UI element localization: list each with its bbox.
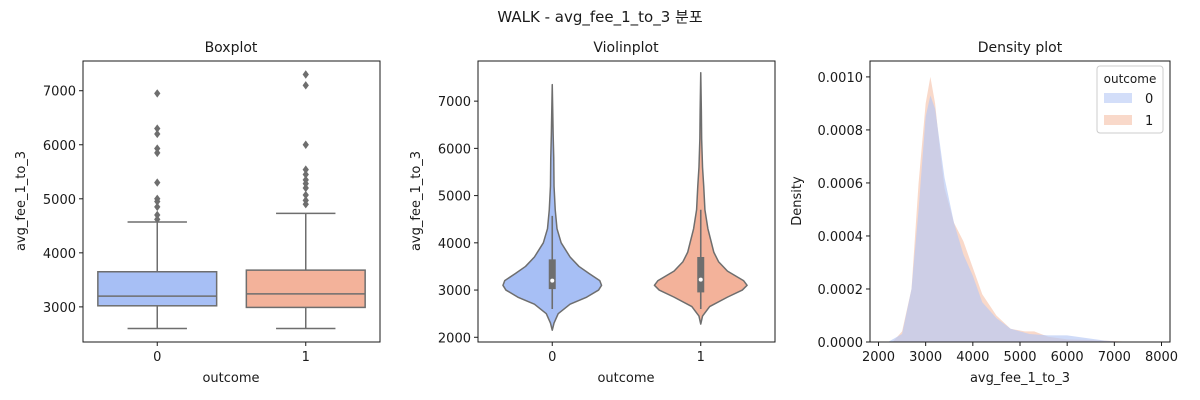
x-tick-label: 2000 bbox=[862, 350, 895, 365]
y-tick-label: 2000 bbox=[438, 331, 471, 346]
x-tick-label: 6000 bbox=[1051, 350, 1084, 365]
boxplot-frame bbox=[82, 60, 381, 343]
box-outlier bbox=[154, 124, 161, 133]
y-tick-label: 7000 bbox=[43, 85, 76, 100]
y-tick-label: 3000 bbox=[438, 284, 471, 299]
density-ylabel: Density bbox=[790, 176, 805, 226]
y-tick-label: 0.0006 bbox=[818, 177, 864, 192]
density-xlabel: avg_fee_1_to_3 bbox=[970, 371, 1070, 386]
y-tick-label: 0.0002 bbox=[818, 283, 864, 298]
violinplot-title: Violinplot bbox=[593, 40, 659, 56]
y-tick-label: 0.0000 bbox=[818, 336, 864, 351]
violin-body bbox=[653, 72, 748, 325]
box-body bbox=[97, 271, 218, 307]
violinplot-frame bbox=[477, 60, 776, 343]
figure-title: WALK - avg_fee_1_to_3 분포 bbox=[497, 8, 702, 27]
box-outlier bbox=[154, 210, 161, 220]
boxplot-ylabel: avg_fee_1_to_3 bbox=[14, 151, 29, 251]
violin-body bbox=[502, 83, 603, 331]
y-tick-label: 0.0010 bbox=[818, 71, 864, 86]
y-tick-label: 0.0008 bbox=[818, 124, 864, 139]
y-tick-label: 3000 bbox=[43, 301, 76, 316]
box-outlier bbox=[302, 190, 309, 200]
box-body bbox=[245, 269, 366, 309]
box-outlier bbox=[302, 165, 309, 174]
box-outlier bbox=[154, 129, 161, 139]
box-outlier bbox=[154, 148, 161, 158]
density-frame bbox=[869, 60, 1171, 343]
box-outlier bbox=[154, 202, 161, 212]
legend-label-1: 1 bbox=[1145, 114, 1153, 129]
violin-median bbox=[550, 278, 555, 283]
x-tick-label: 5000 bbox=[1003, 350, 1036, 365]
y-tick-label: 6000 bbox=[43, 139, 76, 154]
box-outlier bbox=[302, 170, 309, 179]
box-outlier bbox=[154, 194, 161, 203]
density-plot-area: 0.0000 0.0002 0.0004 0.0006 0.0008 0.0010 2000… bbox=[818, 71, 1179, 365]
y-tick-label: 0.0004 bbox=[818, 230, 864, 245]
x-tick-label: 3000 bbox=[909, 350, 942, 365]
x-tick-label: 0 bbox=[548, 350, 556, 365]
density-panel: Density plot avg_fee_1_to_3 Density 0.00… bbox=[790, 40, 1178, 386]
density-legend: outcome 0 1 bbox=[1096, 65, 1164, 134]
legend-swatch-1 bbox=[1104, 115, 1132, 125]
y-tick-label: 7000 bbox=[438, 95, 471, 110]
boxplot-plot-area: 3000 4000 5000 6000 7000 0 1 bbox=[43, 70, 366, 365]
legend-title: outcome bbox=[1104, 72, 1157, 86]
box-outlier bbox=[302, 140, 309, 149]
box-outlier bbox=[154, 144, 161, 153]
box-outlier bbox=[302, 70, 309, 79]
box-outlier bbox=[302, 175, 309, 185]
x-tick-label: 0 bbox=[153, 350, 161, 365]
violin-iqr-box bbox=[548, 259, 556, 290]
boxplot-title: Boxplot bbox=[205, 40, 258, 56]
violinplot-ylabel: avg_fee_1_to_3 bbox=[409, 151, 424, 251]
violinplot-panel: Violinplot outcome avg_fee_1_to_3 2000 30… bbox=[409, 40, 776, 386]
legend-label-0: 0 bbox=[1145, 92, 1153, 107]
violinplot-xlabel: outcome bbox=[597, 371, 654, 386]
y-tick-label: 4000 bbox=[438, 237, 471, 252]
box-outlier bbox=[302, 183, 309, 193]
box-outlier bbox=[154, 89, 161, 98]
x-tick-label: 4000 bbox=[956, 350, 989, 365]
x-tick-label: 8000 bbox=[1145, 350, 1178, 365]
violin-iqr-box bbox=[697, 256, 705, 293]
y-tick-label: 4000 bbox=[43, 247, 76, 262]
box-outlier bbox=[302, 196, 309, 205]
y-tick-label: 6000 bbox=[438, 142, 471, 157]
violin-median bbox=[698, 277, 703, 282]
violinplot-plot-area: 2000 3000 4000 5000 6000 7000 0 1 bbox=[438, 72, 748, 365]
boxplot-xlabel: outcome bbox=[202, 371, 259, 386]
x-tick-label: 1 bbox=[697, 350, 705, 365]
box-outlier bbox=[154, 178, 161, 187]
x-tick-label: 7000 bbox=[1098, 350, 1131, 365]
box-outlier bbox=[154, 215, 161, 224]
x-tick-label: 1 bbox=[302, 350, 310, 365]
y-tick-label: 5000 bbox=[43, 193, 76, 208]
y-tick-label: 5000 bbox=[438, 190, 471, 205]
density-area-0 bbox=[887, 95, 1124, 342]
boxplot-panel: Boxplot outcome avg_fee_1_to_3 3000 4000 5… bbox=[14, 40, 381, 386]
box-outlier bbox=[302, 81, 309, 90]
legend-swatch-0 bbox=[1104, 93, 1132, 103]
density-title: Density plot bbox=[978, 40, 1063, 56]
